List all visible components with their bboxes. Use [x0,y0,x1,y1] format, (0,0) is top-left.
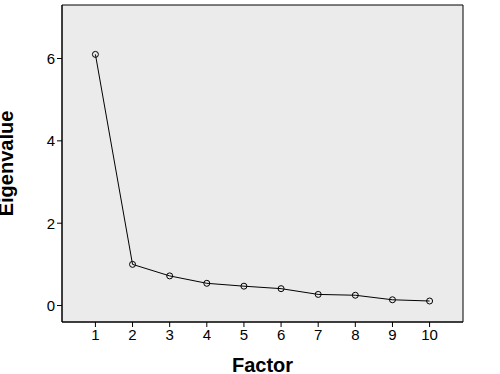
svg-text:0: 0 [47,297,55,314]
svg-text:10: 10 [421,326,438,343]
svg-text:6: 6 [277,326,285,343]
svg-text:5: 5 [240,326,248,343]
svg-text:4: 4 [203,326,211,343]
svg-text:3: 3 [166,326,174,343]
svg-text:2: 2 [47,215,55,232]
svg-text:6: 6 [47,50,55,67]
svg-text:Factor: Factor [232,354,293,374]
svg-text:8: 8 [351,326,359,343]
svg-text:4: 4 [47,132,55,149]
svg-text:1: 1 [91,326,99,343]
svg-text:Eigenvalue: Eigenvalue [8,111,17,217]
svg-text:7: 7 [314,326,322,343]
svg-text:2: 2 [128,326,136,343]
svg-text:9: 9 [388,326,396,343]
